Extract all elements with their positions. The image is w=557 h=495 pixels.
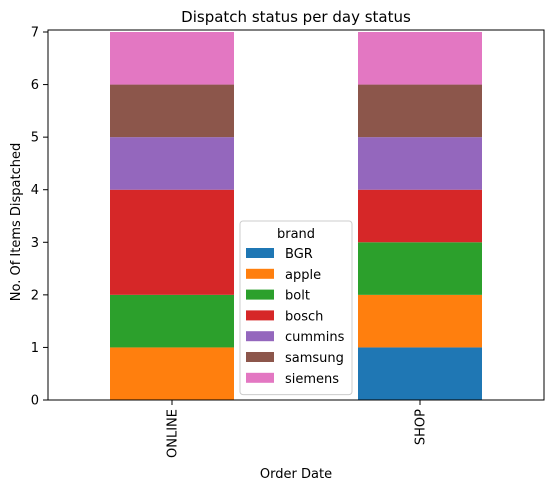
x-tick-label: SHOP [414, 409, 429, 445]
legend-entry-samsung: samsung [285, 351, 344, 366]
x-axis: ONLINE SHOP [166, 400, 429, 458]
y-tick-label: 1 [31, 341, 39, 356]
bar-shop-siemens [358, 32, 482, 85]
bar-online-apple [110, 347, 234, 400]
bar-online-bolt [110, 294, 234, 348]
y-axis: 0 1 2 3 4 5 6 7 [31, 26, 48, 409]
y-tick-label: 5 [31, 131, 39, 146]
legend-swatch-bosch [246, 310, 274, 321]
legend-entry-bolt: bolt [285, 289, 310, 304]
bar-online-cummins [110, 137, 234, 190]
legend-entry-bgr: BGR [285, 247, 313, 262]
plot-frame [47, 29, 545, 401]
legend-entry-apple: apple [285, 268, 321, 283]
bar-online-samsung [110, 84, 234, 138]
bar-shop-bosch [358, 189, 482, 243]
y-tick-label: 2 [31, 288, 39, 303]
legend-entry-siemens: siemens [285, 372, 339, 387]
legend-swatch-bgr [246, 248, 274, 258]
x-tick-label: ONLINE [166, 409, 181, 458]
legend-box [239, 220, 353, 396]
bar-shop-cummins [358, 137, 482, 190]
y-tick-label: 0 [31, 394, 39, 409]
legend-swatch-bolt [246, 289, 274, 300]
bar-shop-apple [358, 294, 482, 348]
legend-swatch-samsung [246, 352, 274, 362]
x-axis-label: Order Date [260, 467, 332, 482]
chart-title: Dispatch status per day status [181, 8, 411, 26]
y-tick-label: 7 [31, 26, 39, 41]
legend-swatch-siemens [246, 372, 274, 383]
legend: brand BGR apple bolt bosch cummins samsung siem… [239, 220, 353, 396]
bar-online-siemens [110, 32, 234, 85]
legend-swatch-apple [246, 268, 274, 279]
axes-frame [47, 29, 545, 401]
legend-swatch-cummins [246, 331, 274, 342]
legend-entry-bosch: bosch [285, 309, 323, 324]
bars-group [110, 32, 482, 400]
bar-shop-bgr [358, 347, 482, 400]
bar-shop-bolt [358, 242, 482, 295]
bar-shop-samsung [358, 84, 482, 138]
y-tick-label: 3 [31, 236, 39, 251]
y-axis-label: No. Of Items Dispatched [9, 143, 24, 302]
bar-online-bosch [110, 189, 234, 295]
y-tick-label: 4 [31, 183, 39, 198]
legend-title: brand [277, 227, 315, 242]
legend-entry-cummins: cummins [285, 330, 345, 345]
y-tick-label: 6 [31, 78, 39, 93]
